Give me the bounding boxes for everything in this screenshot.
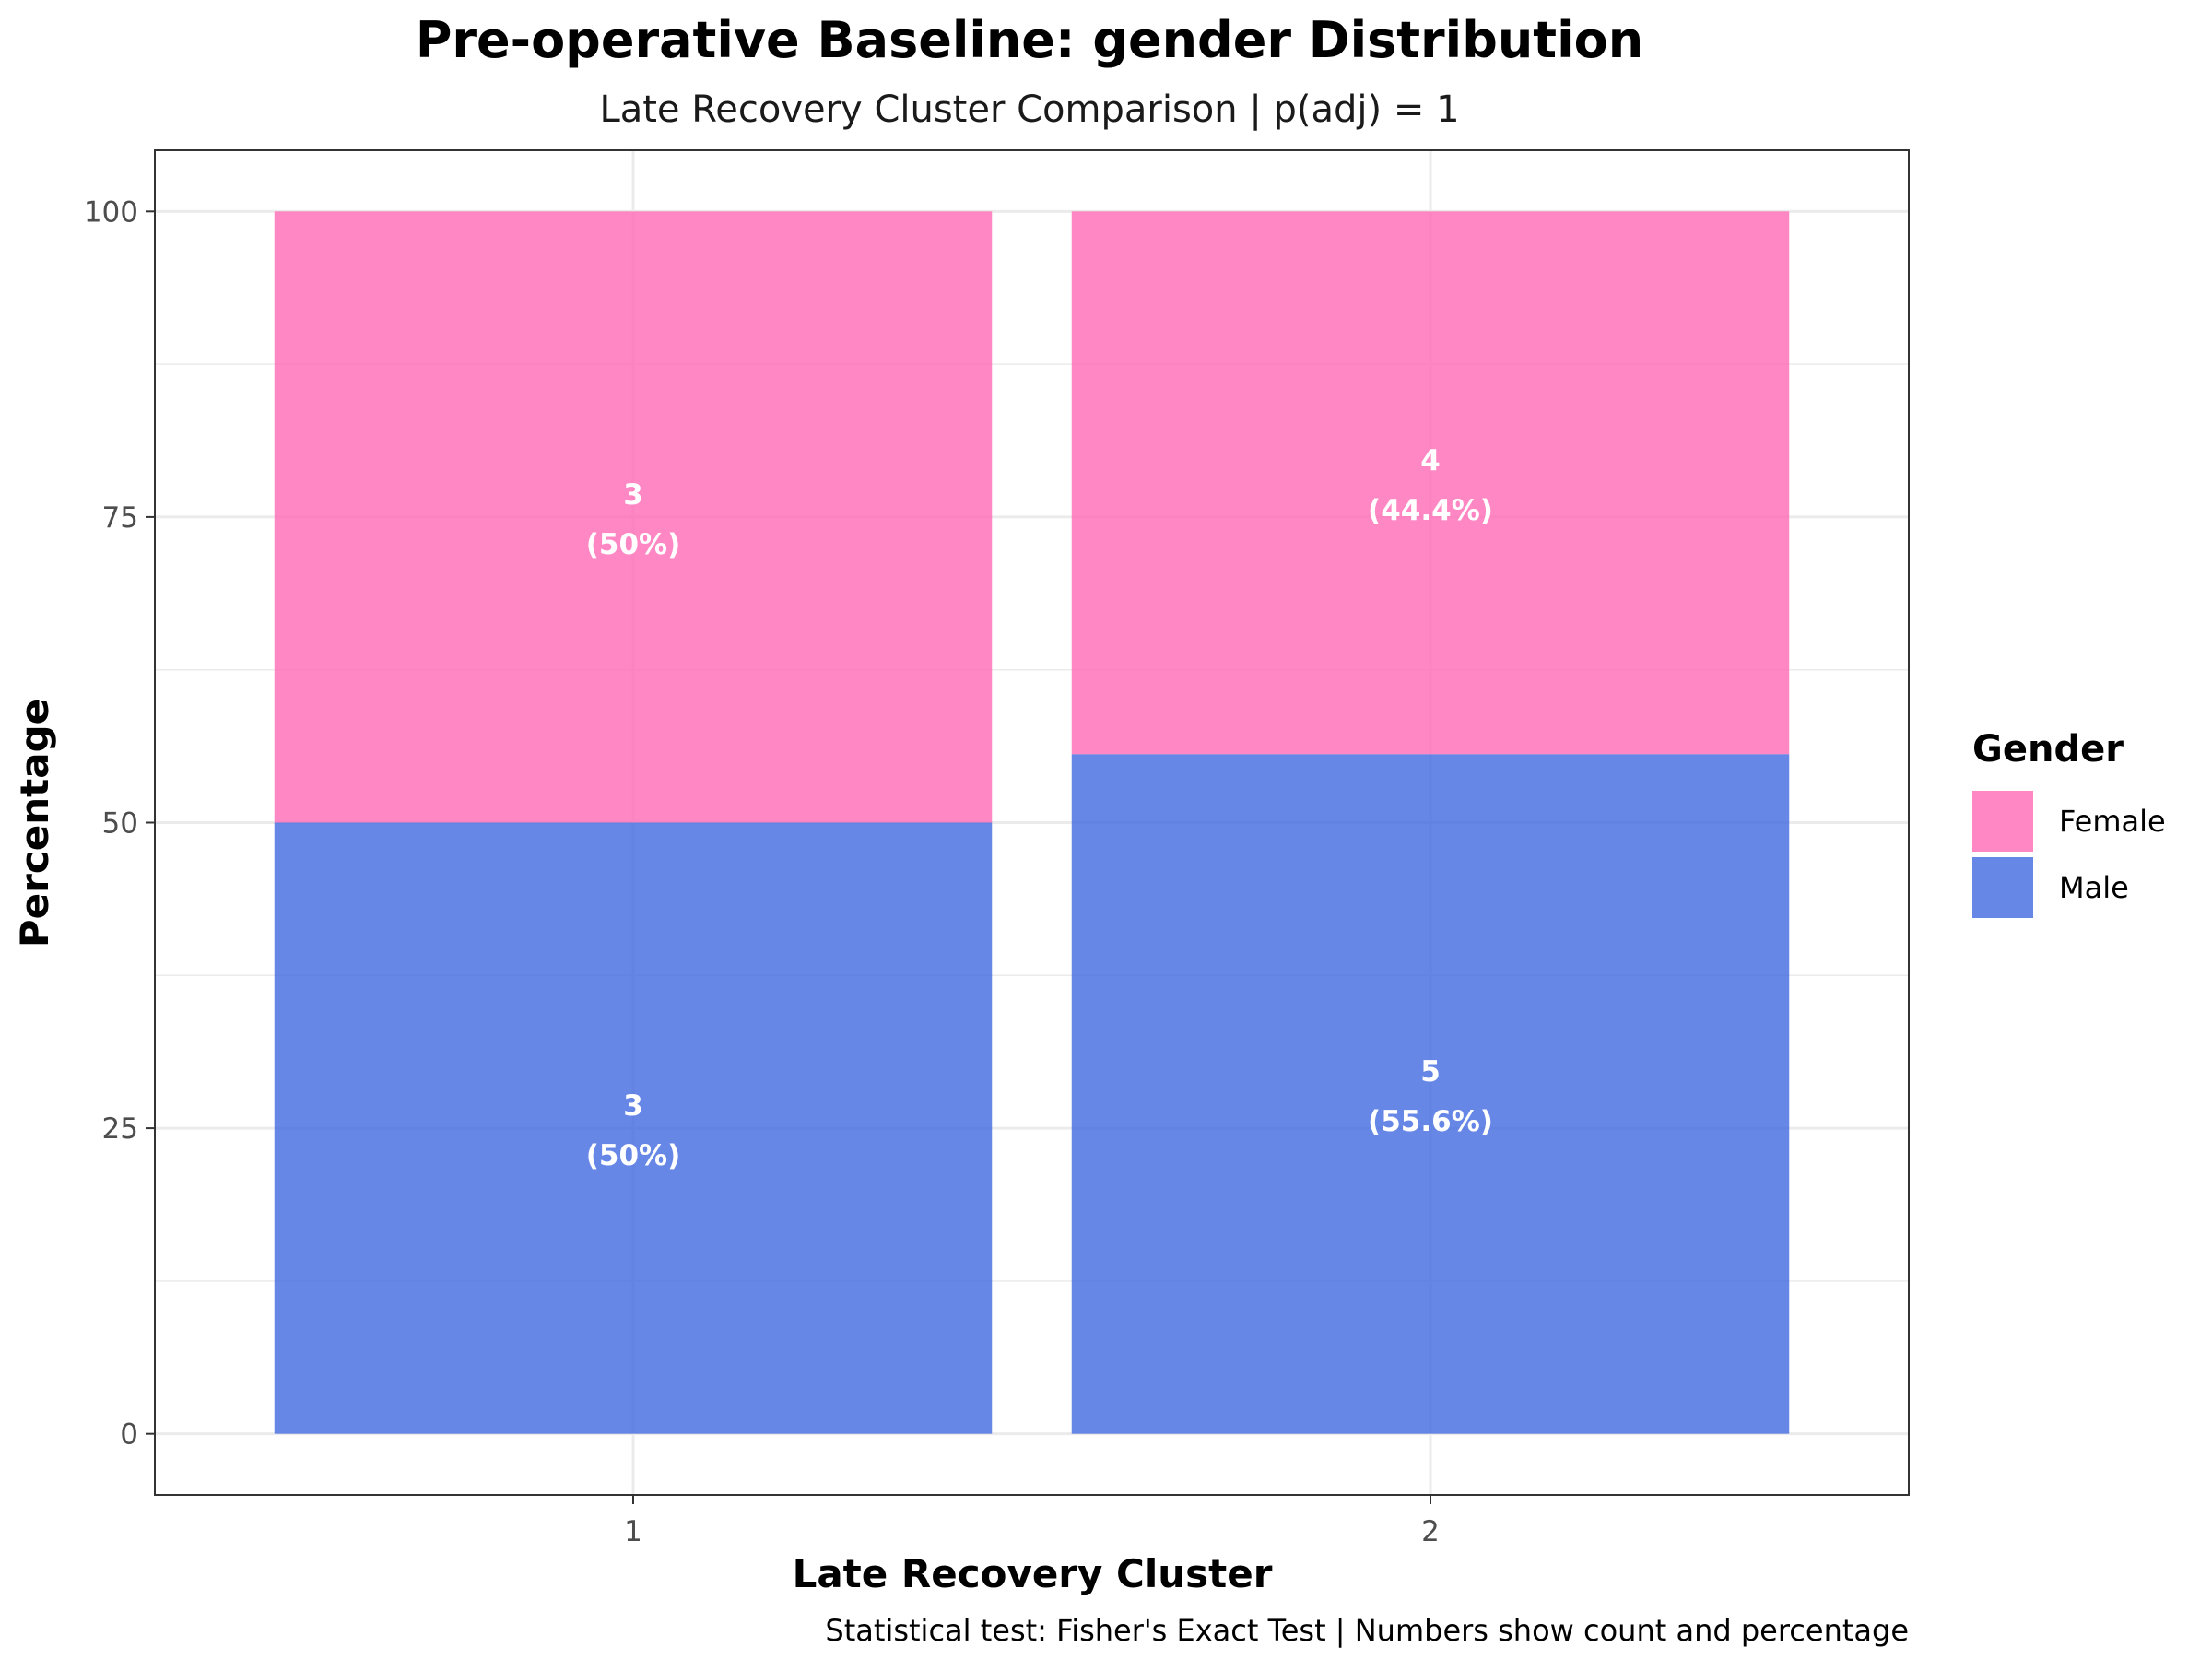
bar-percent-label: (44.4%) [1368, 494, 1493, 527]
bar-female-cluster-1 [274, 211, 993, 823]
y-tick-label: 25 [102, 1112, 138, 1146]
y-axis: 0 25 50 75 100 [84, 195, 155, 1452]
legend: Gender Female Male [1972, 728, 2166, 918]
bar-labels: 3 (50%) 3 (50%) 5 (55.6%) 4 (44.4%) [586, 444, 1493, 1172]
bar-male-cluster-1 [274, 822, 993, 1434]
legend-key-male [1972, 857, 2033, 918]
legend-label-male: Male [2059, 870, 2129, 905]
bar-percent-label: (50%) [586, 1139, 681, 1172]
bar-female-cluster-2 [1071, 211, 1790, 755]
bar-percent-label: (55.6%) [1368, 1105, 1493, 1138]
x-tick-label: 1 [624, 1515, 642, 1548]
x-axis-title: Late Recovery Cluster [793, 1551, 1273, 1596]
y-tick-label: 0 [120, 1418, 138, 1452]
bar-percent-label: (50%) [586, 528, 681, 561]
bar-count-label: 4 [1420, 444, 1441, 477]
chart-subtitle: Late Recovery Cluster Comparison | p(adj… [599, 88, 1459, 131]
y-axis-title: Percentage [12, 699, 57, 947]
legend-label-female: Female [2059, 804, 2166, 839]
chart-caption: Statistical test: Fisher's Exact Test | … [825, 1613, 1909, 1648]
bar-count-label: 5 [1420, 1055, 1441, 1088]
y-tick-label: 75 [102, 501, 138, 535]
chart-title: Pre-operative Baseline: gender Distribut… [416, 11, 1643, 69]
y-tick-label: 100 [84, 195, 138, 229]
x-tick-label: 2 [1421, 1515, 1440, 1548]
legend-title: Gender [1972, 728, 2124, 771]
y-tick-label: 50 [102, 807, 138, 841]
legend-key-female [1972, 791, 2033, 852]
bar-count-label: 3 [623, 1089, 643, 1123]
bars [274, 211, 1790, 1434]
bar-male-cluster-2 [1071, 754, 1790, 1434]
bar-count-label: 3 [623, 478, 643, 512]
